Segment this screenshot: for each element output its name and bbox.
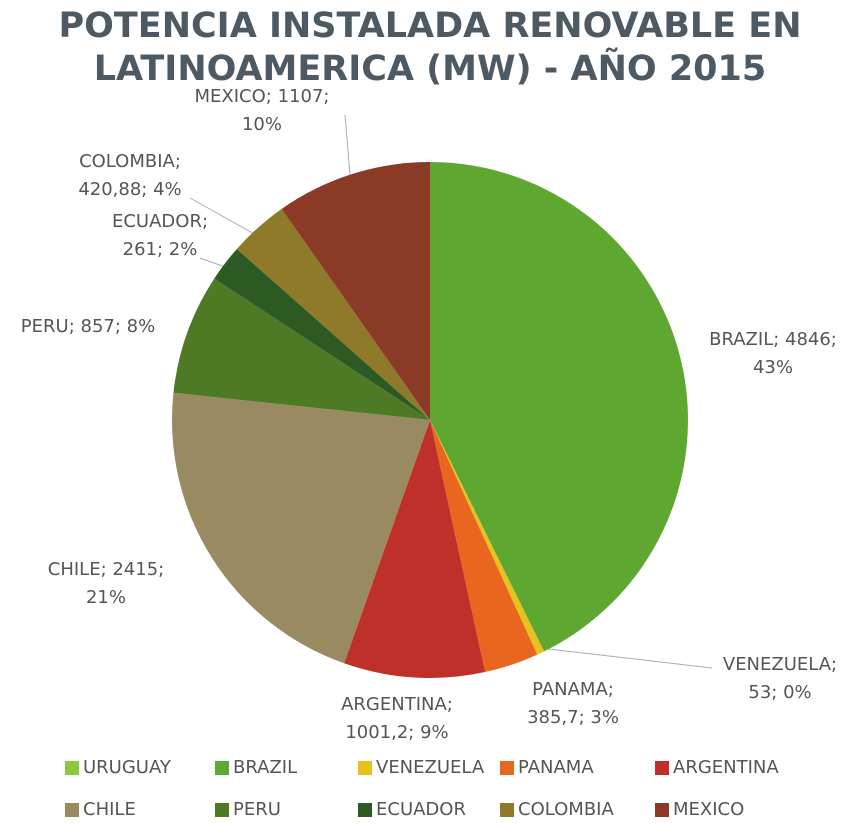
legend-swatch	[358, 761, 372, 775]
data-label: COLOMBIA;	[79, 151, 181, 172]
legend-swatch	[215, 761, 229, 775]
pie-slice	[172, 392, 430, 664]
legend-label: CHILE	[83, 799, 136, 820]
legend-swatch	[655, 761, 669, 775]
data-label: PERU; 857; 8%	[21, 316, 155, 337]
pie-slice	[236, 208, 430, 420]
data-label: ARGENTINA;	[341, 694, 453, 715]
data-label: 21%	[86, 587, 126, 608]
leader-line	[344, 114, 351, 176]
legend-label: COLOMBIA	[518, 799, 614, 820]
legend-label: PERU	[233, 799, 281, 820]
legend-label: URUGUAY	[83, 757, 172, 778]
data-label: 43%	[753, 357, 793, 378]
data-label: MEXICO; 1107;	[195, 86, 330, 107]
legend-label: VENEZUELA	[376, 757, 485, 778]
legend-swatch	[65, 761, 79, 775]
pie-slice	[214, 248, 430, 420]
data-label: VENEZUELA;	[723, 654, 837, 675]
legend-label: ECUADOR	[376, 799, 466, 820]
legend-label: BRAZIL	[233, 757, 297, 778]
legend-label: MEXICO	[673, 799, 744, 820]
data-label: BRAZIL; 4846;	[709, 329, 837, 350]
pie-slice	[430, 420, 545, 655]
chart-title: POTENCIA INSTALADA RENOVABLE EN	[59, 6, 802, 46]
data-label: CHILE; 2415;	[48, 559, 164, 580]
legend-swatch	[358, 803, 372, 817]
data-label: 1001,2; 9%	[345, 722, 448, 743]
legend-label: ARGENTINA	[673, 757, 779, 778]
data-label: 53; 0%	[748, 682, 811, 703]
pie-slice	[430, 162, 688, 652]
legend-swatch	[655, 803, 669, 817]
legend-swatch	[500, 803, 514, 817]
legend-swatch	[500, 761, 514, 775]
pie-slice	[344, 420, 486, 678]
data-label: 10%	[242, 114, 282, 135]
pie-slice	[173, 278, 430, 420]
pie-slice	[281, 162, 430, 420]
data-label: 261; 2%	[123, 239, 198, 260]
data-label: ECUADOR;	[112, 211, 208, 232]
legend-swatch	[65, 803, 79, 817]
leader-line	[539, 647, 713, 669]
data-label: 420,88; 4%	[78, 179, 181, 200]
legend-label: PANAMA	[518, 757, 594, 778]
legend-swatch	[215, 803, 229, 817]
leader-line	[189, 197, 259, 237]
data-label: 385,7; 3%	[527, 707, 619, 728]
pie-slice	[430, 420, 538, 673]
chart-title: LATINOAMERICA (MW) - AÑO 2015	[94, 47, 767, 89]
data-label: PANAMA;	[532, 679, 614, 700]
